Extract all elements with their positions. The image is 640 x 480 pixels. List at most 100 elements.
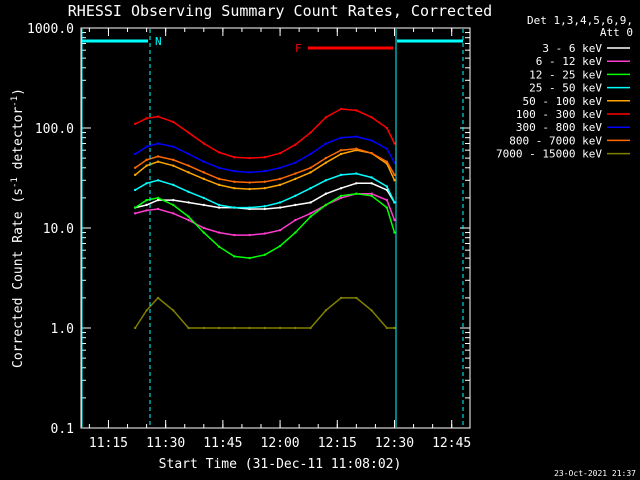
data-point-6-12-kev — [294, 218, 297, 222]
data-point-7000-15000-kev — [202, 326, 206, 330]
legend-entry-label: 12 - 25 keV — [529, 68, 602, 81]
x-tick-label: 11:30 — [146, 436, 185, 451]
data-point-100-300-kev — [202, 142, 206, 145]
data-point-300-800-kev — [263, 169, 267, 173]
data-point-50-100-kev — [294, 177, 297, 181]
data-point-6-12-kev — [339, 196, 343, 200]
data-point-3-6-kev — [145, 203, 148, 207]
data-point-25-50-kev — [324, 179, 328, 182]
legend-entry-label: 300 - 800 keV — [516, 121, 602, 134]
data-point-25-50-kev — [187, 190, 190, 194]
data-point-800-7000-kev — [355, 147, 358, 150]
data-point-100-300-kev — [324, 116, 328, 119]
data-point-25-50-kev — [339, 173, 343, 177]
data-point-100-300-kev — [309, 131, 312, 134]
data-point-100-300-kev — [385, 126, 389, 130]
data-point-3-6-kev — [278, 206, 282, 209]
data-point-25-50-kev — [393, 201, 396, 204]
generation-timestamp: 23-Oct-2021 21:37 — [554, 469, 636, 478]
data-point-300-800-kev — [156, 142, 160, 145]
data-point-50-100-kev — [339, 152, 343, 156]
data-point-7000-15000-kev — [324, 309, 328, 312]
data-point-300-800-kev — [278, 166, 282, 169]
data-point-800-7000-kev — [202, 171, 206, 174]
data-point-800-7000-kev — [217, 177, 221, 181]
x-tick-label: 12:00 — [261, 436, 300, 451]
data-point-6-12-kev — [385, 198, 389, 202]
data-point-25-50-kev — [133, 188, 137, 192]
data-point-3-6-kev — [202, 203, 206, 207]
data-point-7000-15000-kev — [156, 296, 160, 300]
data-point-12-25-kev — [187, 215, 190, 218]
data-point-800-7000-kev — [339, 148, 343, 152]
legend-entry-label: 800 - 7000 keV — [509, 134, 602, 147]
data-point-6-12-kev — [278, 229, 282, 232]
data-point-300-800-kev — [324, 142, 328, 145]
data-point-6-12-kev — [133, 212, 137, 215]
data-point-300-800-kev — [355, 135, 358, 138]
data-point-50-100-kev — [217, 183, 221, 187]
data-point-7000-15000-kev — [248, 326, 251, 330]
data-point-25-50-kev — [202, 196, 206, 200]
data-point-6-12-kev — [233, 233, 236, 237]
data-point-800-7000-kev — [309, 166, 312, 169]
data-point-50-100-kev — [187, 171, 190, 174]
data-point-3-6-kev — [172, 198, 175, 202]
y-tick-label: 10.0 — [43, 222, 74, 237]
data-point-12-25-kev — [309, 215, 312, 218]
data-point-300-800-kev — [217, 166, 221, 169]
data-point-12-25-kev — [370, 194, 373, 197]
data-point-12-25-kev — [172, 203, 175, 207]
data-point-6-12-kev — [145, 209, 148, 212]
y-tick-label: 1000.0 — [27, 22, 74, 37]
data-point-100-300-kev — [370, 116, 373, 119]
legend-entry-label: 100 - 300 keV — [516, 108, 602, 121]
x-tick-label: 12:30 — [375, 436, 414, 451]
data-point-7000-15000-kev — [217, 326, 221, 330]
data-point-6-12-kev — [202, 226, 206, 230]
legend-entry-label: 25 - 50 keV — [529, 82, 602, 95]
flag-markers: N F — [81, 29, 464, 427]
data-point-100-300-kev — [172, 120, 175, 124]
data-point-800-7000-kev — [172, 158, 175, 162]
data-point-50-100-kev — [202, 177, 206, 181]
y-axis-label-sup1: -1 — [10, 177, 20, 188]
data-point-300-800-kev — [187, 152, 190, 156]
data-point-3-6-kev — [324, 192, 328, 195]
data-point-300-800-kev — [172, 145, 175, 148]
data-point-6-12-kev — [172, 212, 175, 215]
data-point-3-6-kev — [187, 201, 190, 204]
data-point-25-50-kev — [217, 203, 221, 207]
data-point-50-100-kev — [393, 179, 396, 182]
data-point-800-7000-kev — [156, 155, 160, 158]
data-point-12-25-kev — [263, 253, 267, 256]
data-point-100-300-kev — [263, 156, 267, 159]
data-point-25-50-kev — [172, 183, 175, 187]
data-point-6-12-kev — [263, 232, 267, 235]
x-axis-label: Start Time (31-Dec-11 11:08:02) — [159, 457, 402, 472]
data-point-800-7000-kev — [263, 180, 267, 183]
data-point-6-12-kev — [248, 233, 251, 237]
x-tick-labels: 11:15 11:30 11:45 12:00 12:15 12:30 12:45 — [89, 436, 471, 451]
data-point-100-300-kev — [133, 122, 137, 126]
data-point-800-7000-kev — [145, 158, 148, 162]
data-point-12-25-kev — [233, 255, 236, 258]
data-point-300-800-kev — [294, 161, 297, 164]
data-point-50-100-kev — [263, 187, 267, 190]
data-point-300-800-kev — [385, 147, 389, 150]
data-point-25-50-kev — [370, 176, 373, 179]
data-point-100-300-kev — [278, 151, 282, 155]
data-point-300-800-kev — [393, 161, 396, 164]
x-tick-label: 11:15 — [89, 436, 128, 451]
y-axis-label-part1: Corrected Count Rate (s — [11, 188, 26, 368]
data-point-6-12-kev — [217, 231, 221, 234]
data-point-50-100-kev — [133, 173, 137, 177]
data-point-100-300-kev — [294, 143, 297, 146]
data-point-25-50-kev — [309, 187, 312, 190]
f-flag-label: F — [295, 42, 302, 55]
data-point-800-7000-kev — [385, 160, 389, 163]
data-point-6-12-kev — [156, 207, 160, 211]
x-tick-label: 12:15 — [318, 436, 357, 451]
